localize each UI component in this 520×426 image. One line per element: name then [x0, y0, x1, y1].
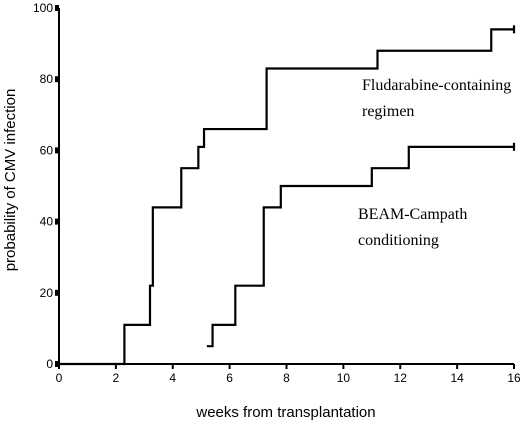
- y-tick-mark: [55, 76, 59, 83]
- y-tick-label: 0: [46, 357, 53, 371]
- x-tick-label: 8: [283, 371, 290, 385]
- x-tick-label: 10: [337, 371, 351, 385]
- tick-group: 0 2 4 6 8 10 12 14 16 0 20 40 60 80 100: [33, 1, 520, 385]
- series-label-fludarabine-line1: Fludarabine-containing: [362, 77, 511, 94]
- y-tick-mark: [55, 147, 59, 154]
- y-tick-label: 40: [40, 215, 54, 229]
- series-line-fludarabine: [59, 28, 514, 366]
- y-tick-mark: [55, 361, 59, 367]
- x-axis-title: weeks from transplantation: [195, 404, 375, 421]
- y-tick-mark: [55, 5, 59, 11]
- x-tick-label: 12: [394, 371, 408, 385]
- x-tick-label: 6: [226, 371, 233, 385]
- y-axis-title: probability of CMV infection: [2, 89, 19, 272]
- x-tick-label: 2: [113, 371, 120, 385]
- series-label-fludarabine-line2: regimen: [362, 103, 414, 120]
- series-group: [59, 25, 516, 366]
- series-label-beam-line1: BEAM-Campath: [358, 206, 467, 223]
- x-tick-label: 0: [56, 371, 63, 385]
- y-tick-label: 100: [33, 1, 53, 15]
- x-tick-label: 4: [169, 371, 176, 385]
- series-label-beam-line2: conditioning: [358, 232, 439, 249]
- series-annotations: Fludarabine-containing regimen BEAM-Camp…: [358, 77, 511, 249]
- y-tick-label: 80: [40, 72, 54, 86]
- series-line-beam-campath: [206, 145, 514, 348]
- y-tick-mark: [55, 289, 59, 296]
- y-tick-label: 20: [40, 286, 54, 300]
- y-tick-label: 60: [40, 143, 54, 157]
- x-tick-label: 14: [450, 371, 464, 385]
- x-tick-label: 16: [507, 371, 520, 385]
- y-tick-mark: [55, 218, 59, 225]
